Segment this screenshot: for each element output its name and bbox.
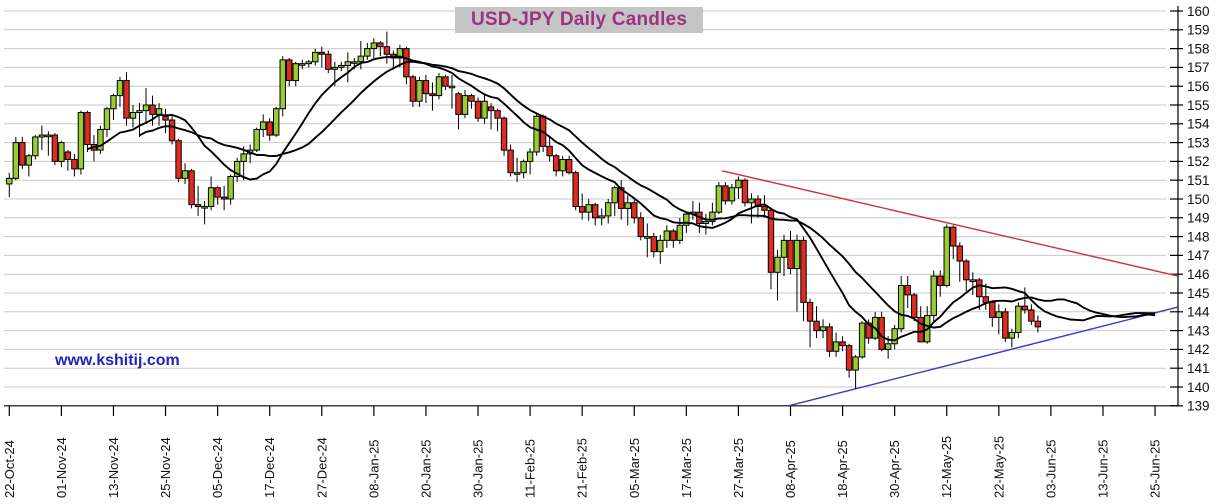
y-tick-label: 156 <box>1187 79 1210 94</box>
x-tick-label: 25-Nov-24 <box>158 437 173 498</box>
x-axis: 22-Oct-24 01-Nov-24 13-Nov-24 25-Nov-24 05-D… <box>2 405 1178 498</box>
y-tick-label: 139 <box>1187 399 1210 414</box>
x-tick-label: 13-Jun-25 <box>1095 439 1110 498</box>
y-tick-label: 150 <box>1187 192 1210 207</box>
x-tick-label: 20-Jan-25 <box>418 439 433 498</box>
y-tick-label: 157 <box>1187 60 1210 75</box>
y-tick-label: 159 <box>1187 23 1210 38</box>
y-axis: 160 159 158 157 156 155 154 153 152 151 150 149 148 1… <box>1170 4 1210 414</box>
x-tick-label: 25-Jun-25 <box>1148 439 1163 498</box>
x-tick-label: 12-May-25 <box>939 436 954 498</box>
x-tick-label: 27-Mar-25 <box>731 438 746 498</box>
y-tick-label: 143 <box>1187 323 1210 338</box>
y-tick-label: 140 <box>1187 380 1210 395</box>
x-tick-label: 21-Feb-25 <box>575 438 590 498</box>
y-tick-label: 142 <box>1187 342 1210 357</box>
x-tick-label: 01-Nov-24 <box>54 437 69 498</box>
resistance-trendline <box>721 170 1179 277</box>
x-tick-label: 13-Nov-24 <box>106 437 121 498</box>
y-tick-label: 155 <box>1187 98 1210 113</box>
x-tick-label: 17-Mar-25 <box>679 438 694 498</box>
y-tick-label: 160 <box>1187 4 1210 19</box>
support-trendline <box>788 306 1179 407</box>
y-tick-label: 147 <box>1187 248 1210 263</box>
y-tick-label: 146 <box>1187 267 1210 282</box>
y-tick-label: 152 <box>1187 154 1210 169</box>
chart-title: USD-JPY Daily Candles <box>455 7 704 33</box>
x-tick-label: 30-Apr-25 <box>887 440 902 498</box>
ma-slow-line <box>139 60 1156 329</box>
x-tick-label: 08-Apr-25 <box>783 440 798 498</box>
y-tick-label: 154 <box>1187 117 1210 132</box>
gridlines <box>4 10 1166 388</box>
x-tick-label: 05-Dec-24 <box>210 437 225 498</box>
y-tick-label: 148 <box>1187 229 1210 244</box>
x-tick-label: 17-Dec-24 <box>262 437 277 498</box>
x-tick-label: 18-Apr-25 <box>835 440 850 498</box>
y-tick-label: 153 <box>1187 135 1210 150</box>
y-tick-label: 144 <box>1187 305 1210 320</box>
ma-fast-line <box>87 55 1156 342</box>
x-tick-label: 08-Jan-25 <box>366 439 381 498</box>
x-tick-label: 22-May-25 <box>991 436 1006 498</box>
candles <box>6 31 1042 389</box>
x-tick-label: 03-Jun-25 <box>1043 439 1058 498</box>
y-tick-label: 141 <box>1187 361 1210 376</box>
x-tick-label: 27-Dec-24 <box>314 437 329 498</box>
y-tick-label: 149 <box>1187 211 1210 226</box>
y-tick-label: 158 <box>1187 41 1210 56</box>
x-tick-label: 22-Oct-24 <box>2 440 17 498</box>
x-tick-label: 30-Jan-25 <box>471 439 486 498</box>
y-tick-label: 145 <box>1187 286 1210 301</box>
y-tick-label: 151 <box>1187 173 1210 188</box>
x-tick-label: 11-Feb-25 <box>523 439 538 498</box>
x-tick-label: 05-Mar-25 <box>627 438 642 498</box>
watermark: www.kshitij.com <box>55 352 180 369</box>
